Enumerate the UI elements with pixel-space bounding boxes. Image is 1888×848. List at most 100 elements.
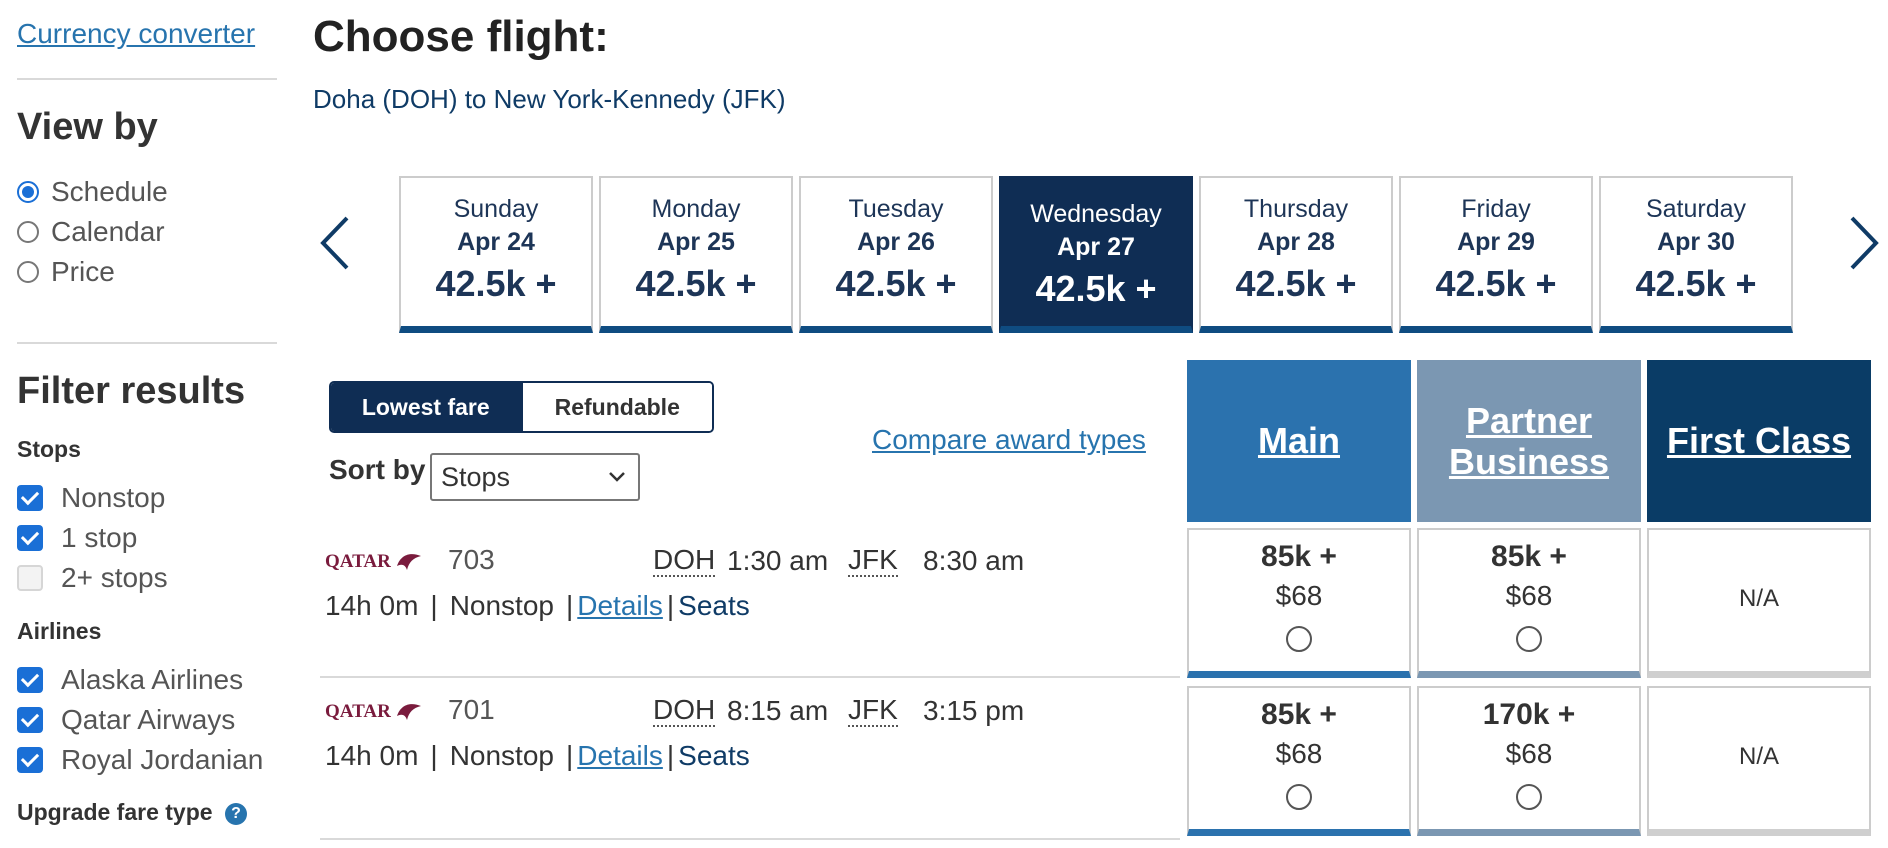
qatar-logo: QATAR xyxy=(325,701,421,722)
date-day: Monday xyxy=(651,195,741,223)
date-card[interactable]: Friday Apr 29 42.5k + xyxy=(1399,176,1593,333)
checkbox-label: Royal Jordanian xyxy=(61,744,264,775)
date-day: Tuesday xyxy=(848,195,944,223)
date-day: Sunday xyxy=(453,195,539,223)
checkbox-label: 2+ stops xyxy=(61,562,168,593)
fare-select-radio[interactable] xyxy=(1516,626,1542,652)
cabin-business-label[interactable]: Business xyxy=(1448,441,1610,482)
details-link[interactable]: Details xyxy=(577,590,663,621)
destination-airport[interactable]: JFK xyxy=(848,544,898,577)
radio-calendar[interactable] xyxy=(17,221,39,243)
details-link[interactable]: Details xyxy=(577,740,663,771)
date-card[interactable]: Monday Apr 25 42.5k + xyxy=(599,176,793,333)
destination-airport[interactable]: JFK xyxy=(848,694,898,727)
flight-meta: 14h 0m | Nonstop | Details | Seats xyxy=(325,590,750,621)
date-card-selected[interactable]: Wednesday Apr 27 42.5k + xyxy=(999,176,1193,333)
fare-points: 85k + xyxy=(1261,540,1337,573)
radio-price[interactable] xyxy=(17,261,39,283)
date-card[interactable]: Thursday Apr 28 42.5k + xyxy=(1199,176,1393,333)
upgrade-fare-type-text: Upgrade fare type xyxy=(17,799,213,825)
checkbox-nonstop[interactable] xyxy=(17,485,43,511)
lowest-fare-tab[interactable]: Lowest fare xyxy=(331,383,521,431)
fare-cell-first-class: N/A xyxy=(1647,686,1871,836)
radio-schedule[interactable] xyxy=(17,181,39,203)
arrive-time: 8:30 am xyxy=(923,545,1025,576)
sidebar-divider xyxy=(17,78,277,80)
checkbox-label: 1 stop xyxy=(61,522,138,553)
fare-cell-partner-business[interactable]: 85k + $68 xyxy=(1417,528,1641,678)
fare-type-toggle[interactable]: Lowest fare Refundable xyxy=(329,381,714,433)
view-by-schedule-option[interactable]: Schedule xyxy=(17,176,168,208)
next-dates-button[interactable] xyxy=(1838,208,1888,278)
flight-stops: Nonstop xyxy=(449,590,554,621)
fare-select-radio[interactable] xyxy=(1286,626,1312,652)
date-day: Friday xyxy=(1461,195,1531,223)
sidebar-divider xyxy=(17,342,277,344)
view-by-price-option[interactable]: Price xyxy=(17,256,115,288)
flight-duration: 14h 0m xyxy=(325,590,419,621)
cabin-header-partner-business[interactable]: Partner Business xyxy=(1417,360,1641,522)
fare-cell-main[interactable]: 85k + $68 xyxy=(1187,528,1411,678)
qatar-logo: QATAR xyxy=(325,551,421,572)
checkbox-2-plus-stops[interactable] xyxy=(17,565,43,591)
checkbox-alaska-airlines[interactable] xyxy=(17,667,43,693)
fare-cell-main[interactable]: 85k + $68 xyxy=(1187,686,1411,836)
sort-select[interactable]: Stops xyxy=(430,453,640,501)
date-card[interactable]: Saturday Apr 30 42.5k + xyxy=(1599,176,1793,333)
help-icon[interactable]: ? xyxy=(224,802,247,825)
fare-usd: $68 xyxy=(1275,738,1323,769)
seats-link[interactable]: Seats xyxy=(678,590,750,621)
seats-link[interactable]: Seats xyxy=(678,740,750,771)
flight-duration: 14h 0m xyxy=(325,740,419,771)
filter-royal-jordanian[interactable]: Royal Jordanian xyxy=(17,744,263,776)
origin-airport[interactable]: DOH xyxy=(653,694,716,727)
cabin-first-label[interactable]: First Class xyxy=(1666,420,1852,462)
checkbox-qatar-airways[interactable] xyxy=(17,707,43,733)
filter-qatar-airways[interactable]: Qatar Airways xyxy=(17,704,235,736)
refundable-tab[interactable]: Refundable xyxy=(520,383,712,431)
route-subtitle: Doha (DOH) to New York-Kennedy (JFK) xyxy=(313,84,786,114)
origin-airport[interactable]: DOH xyxy=(653,544,716,577)
radio-label: Price xyxy=(51,256,115,287)
fare-cell-partner-business[interactable]: 170k + $68 xyxy=(1417,686,1641,836)
cabin-header-main[interactable]: Main xyxy=(1187,360,1411,522)
fare-select-radio[interactable] xyxy=(1286,784,1312,810)
stops-heading: Stops xyxy=(17,436,81,462)
chevron-left-icon xyxy=(320,216,349,270)
cabin-header-first-class[interactable]: First Class xyxy=(1647,360,1871,522)
checkbox-1-stop[interactable] xyxy=(17,525,43,551)
cabin-partner-label[interactable]: Partner xyxy=(1465,399,1593,441)
date-price: 42.5k + xyxy=(1435,263,1557,304)
fare-select-radio[interactable] xyxy=(1516,784,1542,810)
row-divider xyxy=(320,838,1180,840)
date-date: Apr 30 xyxy=(1657,228,1735,256)
depart-time: 1:30 am xyxy=(727,545,829,576)
date-date: Apr 24 xyxy=(457,228,535,256)
flight-number: 703 xyxy=(448,544,495,575)
compare-award-types-link[interactable]: Compare award types xyxy=(872,424,1146,455)
prev-dates-button[interactable] xyxy=(313,208,363,278)
date-card[interactable]: Tuesday Apr 26 42.5k + xyxy=(799,176,993,333)
view-by-calendar-option[interactable]: Calendar xyxy=(17,216,165,248)
date-date: Apr 28 xyxy=(1257,228,1335,256)
filter-2-plus-stops[interactable]: 2+ stops xyxy=(17,562,168,594)
date-price: 42.5k + xyxy=(1235,263,1357,304)
airlines-heading: Airlines xyxy=(17,618,102,644)
checkbox-royal-jordanian[interactable] xyxy=(17,747,43,773)
view-by-heading: View by xyxy=(17,106,158,148)
fare-usd: $68 xyxy=(1275,580,1323,611)
arrive-time: 3:15 pm xyxy=(923,695,1025,726)
currency-converter-link[interactable]: Currency converter xyxy=(17,18,256,49)
filter-1-stop[interactable]: 1 stop xyxy=(17,522,137,554)
date-day: Wednesday xyxy=(1030,200,1162,228)
fare-usd: $68 xyxy=(1505,580,1553,611)
depart-time: 8:15 am xyxy=(727,695,829,726)
filter-alaska-airlines[interactable]: Alaska Airlines xyxy=(17,664,243,696)
radio-label: Schedule xyxy=(51,176,168,207)
cabin-main-label[interactable]: Main xyxy=(1257,420,1340,462)
fare-cell-first-class: N/A xyxy=(1647,528,1871,678)
chevron-down-icon xyxy=(609,472,625,482)
filter-nonstop[interactable]: Nonstop xyxy=(17,482,165,514)
flight-stops: Nonstop xyxy=(449,740,554,771)
date-card[interactable]: Sunday Apr 24 42.5k + xyxy=(399,176,593,333)
